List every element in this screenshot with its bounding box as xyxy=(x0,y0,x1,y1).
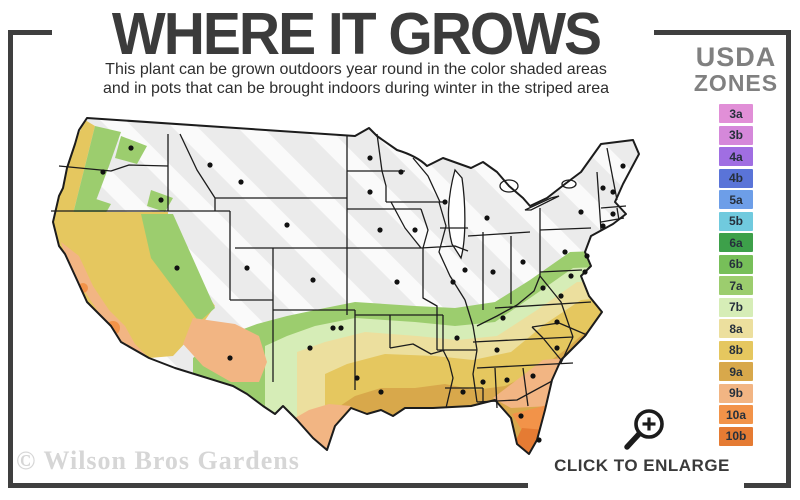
city-dot xyxy=(536,437,542,443)
magnifier-plus-icon[interactable] xyxy=(622,406,668,452)
city-dot xyxy=(100,169,106,175)
city-dot xyxy=(394,279,400,285)
city-dot xyxy=(158,197,164,203)
city-dot xyxy=(454,335,460,341)
zone-chip-6b: 6b xyxy=(719,254,753,274)
city-dot xyxy=(310,277,316,283)
zone-chip-5b: 5b xyxy=(719,211,753,231)
city-dot xyxy=(578,209,584,215)
city-dot xyxy=(582,269,588,275)
usda-zone-map[interactable] xyxy=(25,110,665,462)
frame-bottom-right xyxy=(744,483,791,488)
state-borders xyxy=(51,133,627,409)
city-dot xyxy=(554,345,560,351)
zone-chip-9a: 9a xyxy=(719,362,753,381)
city-dot xyxy=(490,269,496,275)
zone-chip-8b: 8b xyxy=(719,340,753,360)
city-dot xyxy=(377,227,383,233)
city-dot xyxy=(284,222,290,228)
frame-left xyxy=(8,30,13,488)
city-dot xyxy=(518,413,524,419)
city-dot xyxy=(174,265,180,271)
zone-chip-10b: 10b xyxy=(719,426,753,446)
city-dot xyxy=(307,345,313,351)
city-dot xyxy=(128,145,134,151)
city-dot xyxy=(562,249,568,255)
city-dot xyxy=(460,389,466,395)
city-dot xyxy=(504,377,510,383)
zone-chip-8a: 8a xyxy=(719,319,753,338)
city-dot xyxy=(462,267,468,273)
zone-chip-9b: 9b xyxy=(719,383,753,403)
city-dot xyxy=(238,179,244,185)
city-dot xyxy=(484,215,490,221)
usda-zones-legend: USDA ZONES 3a 3b 4a 4b 5a 5b 6a 6b 7a 7b 8a 8b 9a 9b 1… xyxy=(684,44,788,446)
city-dot xyxy=(500,315,506,321)
watermark: © Wilson Bros Gardens xyxy=(16,446,300,475)
city-dot xyxy=(367,155,373,161)
city-dot xyxy=(330,325,336,331)
city-dot xyxy=(540,285,546,291)
city-dot xyxy=(480,379,486,385)
frame-right xyxy=(786,30,791,488)
city-dot xyxy=(530,373,536,379)
city-dot xyxy=(494,347,500,353)
zone-chip-10a: 10a xyxy=(719,405,753,424)
zone-chip-7a: 7a xyxy=(719,276,753,295)
city-dot xyxy=(600,185,606,191)
city-dot xyxy=(207,162,213,168)
city-dot xyxy=(367,189,373,195)
zone-chip-list: 3a 3b 4a 4b 5a 5b 6a 6b 7a 7b 8a 8b 9a 9b 10a 10b xyxy=(684,104,788,446)
city-dot xyxy=(450,279,456,285)
frame-top-left xyxy=(8,30,52,35)
zone-chip-6a: 6a xyxy=(719,233,753,252)
city-dot xyxy=(520,259,526,265)
zone-chip-4b: 4b xyxy=(719,168,753,188)
zone-fill-layer xyxy=(53,118,639,454)
zone-chip-3b: 3b xyxy=(719,125,753,145)
us-map-graphic xyxy=(51,117,640,455)
legend-title-zones: ZONES xyxy=(693,70,779,96)
city-dot xyxy=(227,355,233,361)
zone-chip-7b: 7b xyxy=(719,297,753,317)
zone-chip-3a: 3a xyxy=(719,104,753,123)
city-dot xyxy=(442,199,448,205)
page-title: WHERE IT GROWS xyxy=(111,1,602,68)
city-dot xyxy=(338,325,344,331)
city-dot xyxy=(244,265,250,271)
city-dot xyxy=(568,273,574,279)
city-dot xyxy=(354,375,360,381)
city-dot xyxy=(620,163,626,169)
subtitle-line-1: This plant can be grown outdoors year ro… xyxy=(105,61,607,78)
city-dot xyxy=(600,223,606,229)
city-dot xyxy=(558,293,564,299)
frame-top-right xyxy=(654,30,791,35)
subtitle-line-2: and in pots that can be brought indoors … xyxy=(102,80,610,97)
city-dot xyxy=(398,169,404,175)
city-dot xyxy=(554,319,560,325)
frame-bottom-left xyxy=(8,483,528,488)
city-dot xyxy=(584,253,590,259)
legend-title-usda: USDA xyxy=(695,42,777,72)
city-dot xyxy=(610,211,616,217)
city-dots xyxy=(100,145,626,443)
city-dot xyxy=(610,189,616,195)
city-dot xyxy=(378,389,384,395)
subtitle: This plant can be grown outdoors year ro… xyxy=(6,60,706,98)
city-dot xyxy=(412,227,418,233)
zone-chip-5a: 5a xyxy=(719,190,753,209)
zone-chip-4a: 4a xyxy=(719,147,753,166)
click-to-enlarge-button[interactable]: CLICK TO ENLARGE xyxy=(554,456,730,475)
